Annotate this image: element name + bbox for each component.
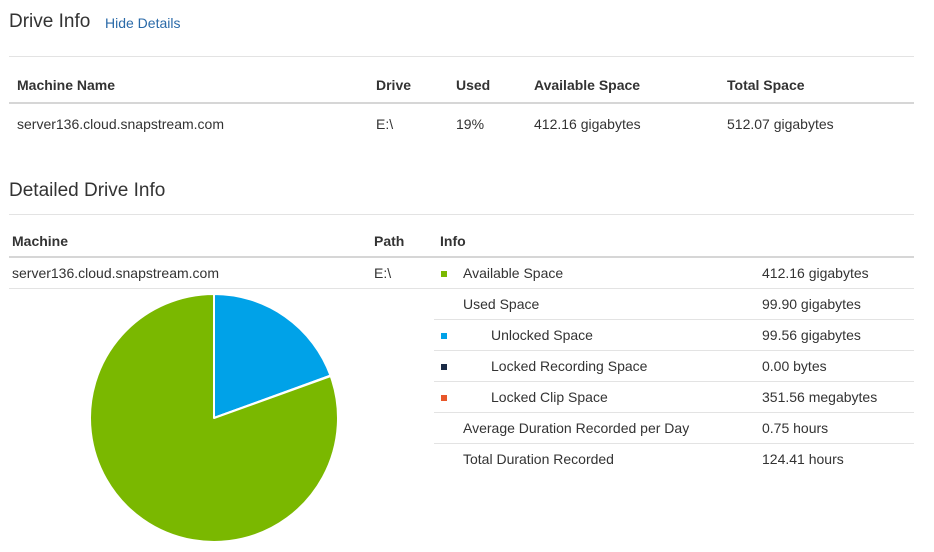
col-header-path: Path — [374, 233, 405, 249]
col-header-drive: Drive — [376, 77, 412, 93]
info-row-label: Total Duration Recorded — [463, 451, 614, 467]
row-divider — [434, 381, 914, 382]
row-divider — [9, 288, 434, 289]
info-row-value: 99.56 gigabytes — [762, 327, 861, 343]
drive-available-space: 412.16 gigabytes — [534, 116, 641, 132]
info-row-value: 351.56 megabytes — [762, 389, 878, 405]
col-header-machine-name: Machine Name — [17, 77, 116, 93]
info-row-label: Locked Clip Space — [491, 389, 608, 405]
pie-slice-unlocked-space — [213, 293, 332, 419]
info-row-value: 412.16 gigabytes — [762, 265, 869, 281]
legend-swatch-icon — [441, 395, 447, 401]
info-row-label: Available Space — [463, 265, 564, 281]
drive-machine-name: server136.cloud.snapstream.com — [17, 116, 224, 132]
row-divider — [434, 288, 914, 289]
col-header-machine: Machine — [12, 233, 69, 249]
table-header-divider — [9, 102, 914, 104]
col-header-used: Used — [456, 77, 491, 93]
row-divider — [434, 319, 914, 320]
col-header-available-space: Available Space — [534, 77, 641, 93]
drive-letter: E:\ — [376, 116, 394, 132]
drive-total-space: 512.07 gigabytes — [727, 116, 834, 132]
hide-details-link[interactable]: Hide Details — [105, 15, 181, 31]
info-row-value: 0.00 bytes — [762, 358, 827, 374]
detail-machine-name: server136.cloud.snapstream.com — [12, 265, 219, 281]
drive-usage-pie-chart — [89, 293, 339, 543]
pie-slice-available-space — [89, 293, 339, 543]
info-row-label: Locked Recording Space — [491, 358, 648, 374]
col-header-total-space: Total Space — [727, 77, 805, 93]
row-divider — [434, 350, 914, 351]
legend-swatch-icon — [441, 333, 447, 339]
info-row-label: Unlocked Space — [491, 327, 593, 343]
section-divider — [9, 214, 914, 215]
legend-swatch-icon — [441, 364, 447, 370]
legend-swatch-icon — [441, 271, 447, 277]
row-divider — [434, 412, 914, 413]
drive-info-title: Drive Info — [9, 11, 91, 32]
section-divider — [9, 56, 914, 57]
info-row-label: Used Space — [463, 296, 540, 312]
col-header-info: Info — [440, 233, 466, 249]
info-row-value: 0.75 hours — [762, 420, 829, 436]
detail-path: E:\ — [374, 265, 392, 281]
info-row-label: Average Duration Recorded per Day — [463, 420, 690, 436]
info-row-value: 124.41 hours — [762, 451, 844, 467]
row-divider — [434, 443, 914, 444]
info-row-value: 99.90 gigabytes — [762, 296, 861, 312]
drive-used-percent: 19% — [456, 116, 485, 132]
table-header-divider — [9, 256, 914, 258]
detailed-drive-info-title: Detailed Drive Info — [9, 180, 166, 201]
